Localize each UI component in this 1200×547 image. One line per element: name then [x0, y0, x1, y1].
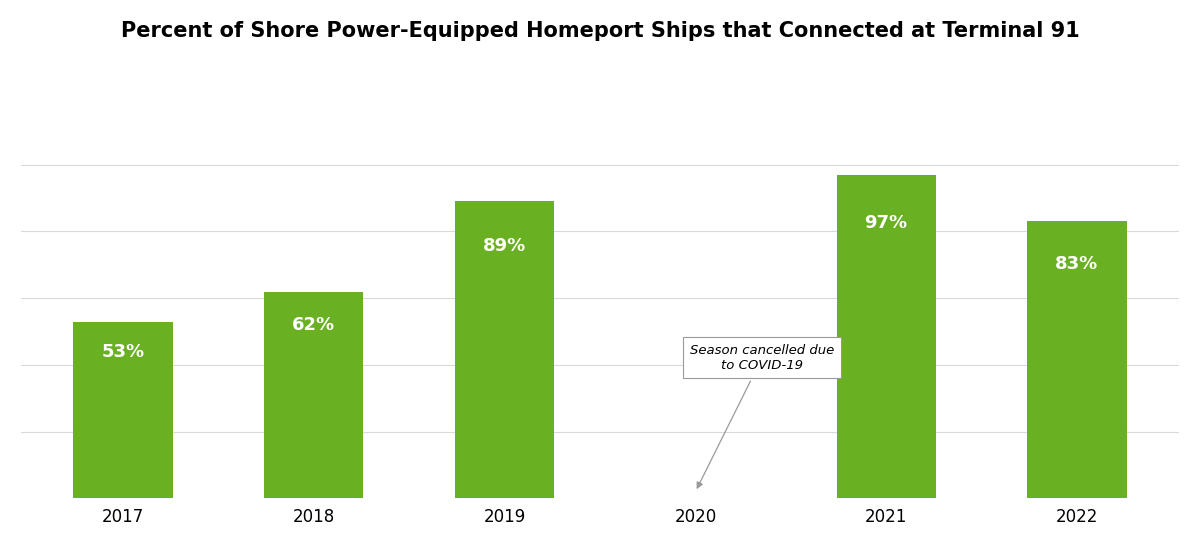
Bar [264, 292, 364, 498]
Bar [1027, 222, 1127, 498]
Text: 83%: 83% [1055, 255, 1098, 273]
Text: 53%: 53% [102, 343, 145, 361]
Text: 89%: 89% [482, 237, 527, 255]
Bar [836, 174, 936, 498]
Title: Percent of Shore Power-Equipped Homeport Ships that Connected at Terminal 91: Percent of Shore Power-Equipped Homeport… [121, 21, 1079, 41]
Text: 62%: 62% [293, 316, 336, 334]
Bar [455, 201, 554, 498]
Text: 97%: 97% [864, 213, 907, 231]
Text: Season cancelled due
to COVID-19: Season cancelled due to COVID-19 [690, 344, 834, 488]
Bar [73, 322, 173, 498]
